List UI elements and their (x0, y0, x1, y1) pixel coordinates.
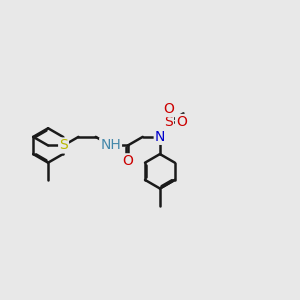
Text: O: O (122, 154, 133, 168)
Text: N: N (155, 130, 165, 144)
Text: NH: NH (100, 139, 121, 152)
Text: S: S (59, 139, 68, 152)
Text: S: S (164, 115, 173, 129)
Text: O: O (176, 115, 187, 129)
Text: O: O (163, 102, 174, 116)
